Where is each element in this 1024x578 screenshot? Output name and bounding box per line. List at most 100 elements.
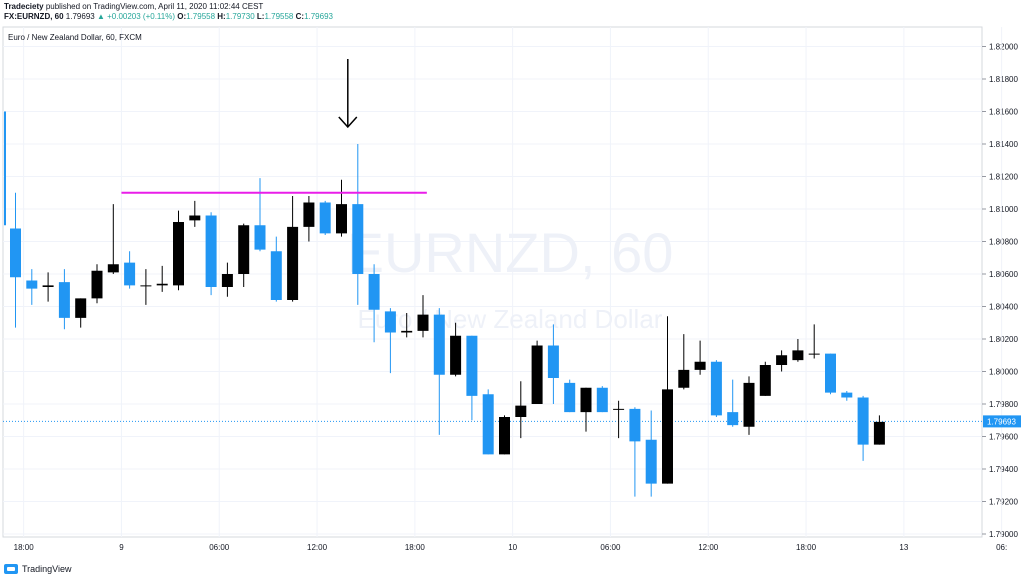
candle-body[interactable] (124, 262, 136, 286)
candle-body[interactable] (759, 365, 771, 396)
watermark-symbol: EURNZD, 60 (347, 221, 674, 284)
candle-body[interactable] (613, 408, 625, 410)
y-tick-label: 1.81000 (989, 205, 1018, 214)
x-tick-label: 10 (508, 543, 517, 552)
candle-body[interactable] (189, 215, 201, 221)
watermark-name: Euro / New Zealand Dollar (358, 304, 663, 334)
publish-info: published on TradingView.com, April 11, … (45, 2, 264, 11)
candle-body[interactable] (466, 335, 478, 396)
y-tick-label: 1.80800 (989, 238, 1018, 247)
candle-body[interactable] (221, 274, 233, 287)
low-label: L: (256, 12, 265, 21)
candle-body[interactable] (384, 311, 396, 333)
candle-body[interactable] (156, 283, 168, 286)
candle-body[interactable] (825, 353, 836, 393)
candle-body[interactable] (808, 353, 820, 355)
candle-body[interactable] (140, 285, 152, 287)
x-tick-label: 13 (899, 543, 908, 552)
y-tick-label: 1.79000 (989, 530, 1018, 539)
candle-body[interactable] (629, 408, 641, 442)
candle-body[interactable] (352, 204, 364, 274)
candle-body[interactable] (792, 350, 804, 361)
y-tick-label: 1.80200 (989, 335, 1018, 344)
candle-body[interactable] (91, 270, 103, 299)
candle-body[interactable] (336, 204, 347, 234)
x-tick-label: 12:00 (698, 543, 719, 552)
candle-body[interactable] (596, 387, 608, 413)
y-tick-label: 1.80000 (989, 368, 1018, 377)
candle-body[interactable] (482, 394, 494, 455)
author-name[interactable]: Tradeciety (4, 2, 44, 11)
x-tick-label: 9 (119, 543, 124, 552)
left-edge-marker (4, 111, 6, 226)
candle-body[interactable] (450, 335, 462, 375)
candle-body[interactable] (319, 202, 331, 234)
open-value: 1.79558 (186, 12, 216, 21)
y-tick-label: 1.80600 (989, 270, 1018, 279)
high-label: H: (217, 12, 226, 21)
candle-body[interactable] (710, 361, 722, 416)
chart-title: Euro / New Zealand Dollar, 60, FXCM (8, 33, 142, 42)
last-price: 1.79693 (65, 12, 95, 21)
open-label: O: (177, 12, 187, 21)
candle-body[interactable] (662, 389, 673, 484)
candle-body[interactable] (694, 361, 706, 370)
candle-body[interactable] (303, 202, 315, 227)
candle-body[interactable] (727, 412, 739, 426)
candle-body[interactable] (645, 439, 657, 484)
price-change: ▲ +0.00203 (+0.11%) (96, 12, 175, 21)
quote-line: FX:EURNZD, 60 1.79693 ▲ +0.00203 (+0.11%… (4, 12, 333, 22)
high-value: 1.79730 (225, 12, 255, 21)
y-tick-label: 1.81800 (989, 75, 1018, 84)
candle-body[interactable] (287, 226, 299, 300)
candle-body[interactable] (433, 314, 445, 375)
candle-body[interactable] (368, 274, 380, 310)
candle-body[interactable] (75, 298, 87, 318)
candle-body[interactable] (678, 369, 690, 388)
candle-body[interactable] (776, 355, 788, 365)
x-tick-label: 18:00 (405, 543, 426, 552)
candle-body[interactable] (42, 285, 54, 287)
y-tick-label: 1.79600 (989, 433, 1018, 442)
candle-body[interactable] (841, 392, 853, 398)
tradingview-logo-icon (4, 564, 18, 574)
candle-body[interactable] (10, 228, 21, 278)
candle-body[interactable] (547, 345, 559, 379)
close-label: C: (295, 12, 305, 21)
candle-body[interactable] (580, 387, 592, 413)
candle-body[interactable] (26, 280, 38, 289)
brand-name[interactable]: TradingView (22, 564, 72, 574)
candle-body[interactable] (417, 314, 429, 331)
candle-body[interactable] (270, 251, 282, 300)
candle-body[interactable] (499, 417, 510, 455)
y-tick-label: 1.81200 (989, 173, 1018, 182)
candle-body[interactable] (238, 225, 250, 274)
y-tick-label: 1.80400 (989, 303, 1018, 312)
y-tick-label: 1.81600 (989, 108, 1018, 117)
candle-body[interactable] (173, 222, 184, 286)
y-tick-label: 1.79800 (989, 400, 1018, 409)
candle-body[interactable] (205, 215, 217, 288)
publish-line: Tradeciety published on TradingView.com,… (4, 2, 333, 12)
close-value: 1.79693 (304, 12, 333, 21)
candle-body[interactable] (107, 264, 119, 273)
y-tick-label: 1.82000 (989, 43, 1018, 52)
candle-body[interactable] (564, 382, 576, 413)
candle-body[interactable] (58, 282, 70, 318)
candle-body[interactable] (515, 405, 527, 417)
y-tick-label: 1.79400 (989, 465, 1018, 474)
candle-body[interactable] (401, 330, 413, 333)
candle-body[interactable] (743, 382, 755, 427)
candle-body[interactable] (254, 225, 266, 250)
x-tick-label: 18:00 (796, 543, 817, 552)
candle-body[interactable] (531, 345, 543, 405)
y-tick-label: 1.79200 (989, 498, 1018, 507)
arrow-head-icon (338, 116, 358, 129)
low-value: 1.79558 (264, 12, 294, 21)
candle-body[interactable] (857, 397, 869, 445)
chart-header: Tradeciety published on TradingView.com,… (4, 2, 333, 22)
candle-body[interactable] (873, 421, 885, 445)
symbol-label[interactable]: FX:EURNZD, 60 (4, 12, 64, 21)
x-tick-label: 06:00 (600, 543, 621, 552)
